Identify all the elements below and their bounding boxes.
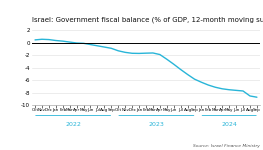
Text: 2022: 2022: [65, 122, 81, 127]
Text: Israel: Government fiscal balance (% of GDP, 12-month moving sum): Israel: Government fiscal balance (% of …: [32, 16, 263, 23]
Text: 2024: 2024: [221, 122, 237, 127]
Text: 2023: 2023: [148, 122, 164, 127]
Text: Source: Israel Finance Ministry: Source: Israel Finance Ministry: [194, 144, 260, 148]
